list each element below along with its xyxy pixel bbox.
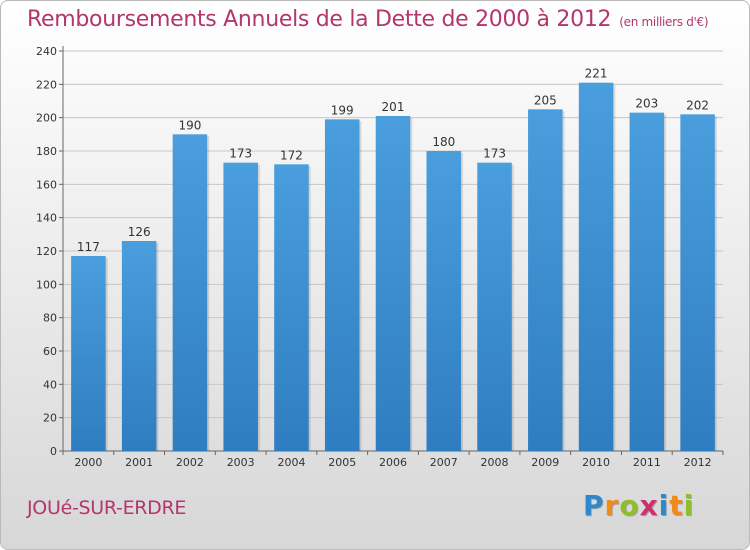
data-label: 202 bbox=[686, 98, 709, 112]
x-tick-label: 2004 bbox=[277, 456, 305, 469]
bar bbox=[274, 164, 309, 452]
data-label: 173 bbox=[229, 147, 252, 161]
bar bbox=[121, 241, 157, 451]
bar bbox=[426, 151, 462, 451]
bars bbox=[71, 82, 717, 452]
data-label: 173 bbox=[483, 147, 506, 161]
x-tick-label: 2002 bbox=[176, 456, 204, 469]
town-name: JOUé-SUR-ERDRE bbox=[27, 497, 187, 519]
y-tick-label: 60 bbox=[43, 345, 57, 358]
bar bbox=[172, 134, 208, 452]
data-label: 201 bbox=[382, 100, 405, 114]
y-tick-label: 160 bbox=[36, 178, 57, 191]
x-tick-label: 2005 bbox=[328, 456, 356, 469]
x-tick-label: 2010 bbox=[582, 456, 610, 469]
y-tick-label: 20 bbox=[43, 412, 57, 425]
data-label: 199 bbox=[331, 103, 354, 117]
y-tick-label: 80 bbox=[43, 312, 57, 325]
y-tick-label: 240 bbox=[36, 45, 57, 58]
x-tick-label: 2011 bbox=[633, 456, 661, 469]
y-tick-label: 180 bbox=[36, 145, 57, 158]
bar bbox=[375, 116, 411, 451]
bar bbox=[71, 256, 106, 451]
data-label: 221 bbox=[585, 67, 608, 81]
x-tick-label: 2008 bbox=[481, 456, 509, 469]
x-tick-label: 2000 bbox=[74, 456, 102, 469]
x-tick-label: 2001 bbox=[125, 456, 153, 469]
logo-letter: x bbox=[639, 489, 659, 522]
bar bbox=[477, 162, 512, 451]
logo-letter: r bbox=[604, 489, 620, 522]
y-tick-label: 100 bbox=[36, 278, 57, 291]
bar bbox=[578, 82, 614, 452]
bar bbox=[629, 112, 665, 452]
x-tick-label: 2009 bbox=[531, 456, 559, 469]
bar bbox=[223, 162, 258, 451]
data-labels: 117 126 190 173 172 199 201 180 173 205 221 203 202 bbox=[77, 67, 709, 254]
logo-letter: i bbox=[658, 489, 670, 522]
data-label: 203 bbox=[635, 97, 658, 111]
y-tick-label: 200 bbox=[36, 112, 57, 125]
logo-letter: i bbox=[683, 489, 695, 522]
y-tick-label: 140 bbox=[36, 212, 57, 225]
x-tick-label: 2007 bbox=[430, 456, 458, 469]
proxiti-logo[interactable]: Proxiti bbox=[583, 489, 694, 522]
bar bbox=[680, 114, 715, 451]
chart-title: Remboursements Annuels de la Dette de 20… bbox=[27, 7, 709, 32]
data-label: 190 bbox=[178, 118, 201, 132]
axes: 0 20 40 60 80 100 120 140 160 180 200 220 240 2000 200… bbox=[36, 45, 724, 469]
logo-letter: o bbox=[619, 489, 640, 522]
chart-unit: (en milliers d'€) bbox=[619, 15, 709, 29]
data-label: 117 bbox=[77, 240, 100, 254]
bar bbox=[324, 119, 360, 451]
logo-letter: P bbox=[583, 489, 605, 522]
x-tick-label: 2006 bbox=[379, 456, 407, 469]
chart-title-text: Remboursements Annuels de la Dette de 20… bbox=[27, 7, 612, 32]
y-tick-label: 0 bbox=[50, 445, 57, 458]
logo-letter: t bbox=[669, 489, 684, 522]
data-label: 205 bbox=[534, 93, 557, 107]
x-tick-label: 2012 bbox=[684, 456, 712, 469]
y-tick-label: 120 bbox=[36, 245, 57, 258]
y-tick-label: 220 bbox=[36, 78, 57, 91]
x-tick-label: 2003 bbox=[227, 456, 255, 469]
data-label: 180 bbox=[432, 135, 455, 149]
bar bbox=[528, 109, 563, 451]
y-tick-label: 40 bbox=[43, 378, 57, 391]
data-label: 126 bbox=[128, 225, 151, 239]
data-label: 172 bbox=[280, 148, 303, 162]
